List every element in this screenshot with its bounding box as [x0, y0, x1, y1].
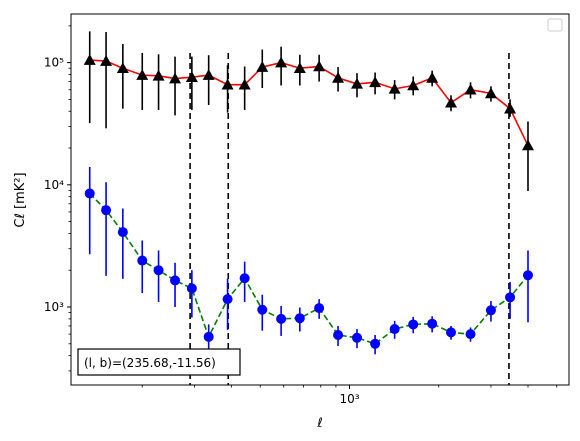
data-point-circle — [137, 255, 148, 266]
data-point-circle — [257, 304, 268, 315]
data-point-triangle — [332, 71, 345, 83]
data-point-circle — [153, 265, 164, 276]
data-point-circle — [446, 327, 457, 338]
data-point-circle — [84, 188, 95, 199]
data-point-circle — [427, 318, 438, 329]
data-point-triangle — [504, 102, 517, 114]
data-point-circle — [101, 205, 112, 216]
data-point-triangle — [521, 139, 534, 151]
y-tick-label: 10³ — [44, 300, 64, 314]
data-point-triangle — [169, 72, 182, 84]
data-point-triangle — [202, 69, 215, 80]
data-point-triangle — [185, 71, 198, 82]
data-point-circle — [351, 332, 362, 343]
annotation-box: (l, b)=(235.68,-11.56) — [77, 348, 241, 376]
data-point-circle — [239, 273, 250, 284]
annotation-frame — [77, 348, 241, 376]
data-point-triangle — [238, 78, 251, 90]
y-tick-label: 10⁵ — [44, 56, 64, 70]
data-point-circle — [170, 275, 181, 286]
data-point-triangle — [293, 62, 306, 74]
data-point-triangle — [100, 55, 113, 66]
y-tick-label: 10⁴ — [44, 178, 64, 192]
data-point-circle — [389, 324, 400, 335]
data-point-triangle — [152, 69, 165, 81]
data-point-triangle — [445, 96, 458, 108]
data-point-circle — [294, 313, 305, 324]
data-point-circle — [222, 294, 233, 305]
annotation-text: (l, b)=(235.68,-11.56) — [84, 356, 216, 370]
data-point-triangle — [221, 78, 234, 90]
plot-frame — [70, 13, 570, 386]
data-point-triangle — [407, 79, 420, 91]
data-point-triangle — [116, 62, 129, 74]
data-point-circle — [276, 313, 287, 324]
data-point-triangle — [136, 69, 149, 80]
data-point-triangle — [313, 60, 326, 72]
data-point-circle — [117, 227, 128, 238]
data-point-circle — [333, 330, 344, 341]
x-axis-label: ℓ — [316, 416, 322, 431]
data-point-triangle — [388, 82, 401, 94]
data-point-triangle — [426, 71, 439, 83]
data-point-triangle — [350, 77, 363, 89]
plot-layer — [83, 31, 534, 385]
data-point-circle — [314, 303, 325, 314]
data-point-triangle — [484, 87, 497, 99]
data-point-triangle — [275, 56, 288, 68]
data-point-circle — [505, 292, 516, 303]
data-point-circle — [522, 270, 533, 281]
data-point-circle — [370, 338, 381, 349]
data-point-triangle — [83, 54, 96, 65]
data-point-triangle — [256, 61, 269, 72]
data-point-circle — [408, 319, 419, 330]
tick-layer: 10³ 10³ 10⁴ 10⁵ — [44, 25, 558, 406]
legend-box — [547, 18, 563, 32]
y-axis-label: Cℓ [mK²] — [13, 172, 28, 227]
data-point-triangle — [464, 83, 477, 95]
data-point-circle — [465, 329, 476, 340]
data-point-triangle — [369, 76, 382, 88]
data-point-circle — [485, 305, 496, 316]
data-point-circle — [186, 283, 197, 294]
x-tick-label: 10³ — [339, 392, 359, 406]
data-point-circle — [203, 331, 214, 342]
